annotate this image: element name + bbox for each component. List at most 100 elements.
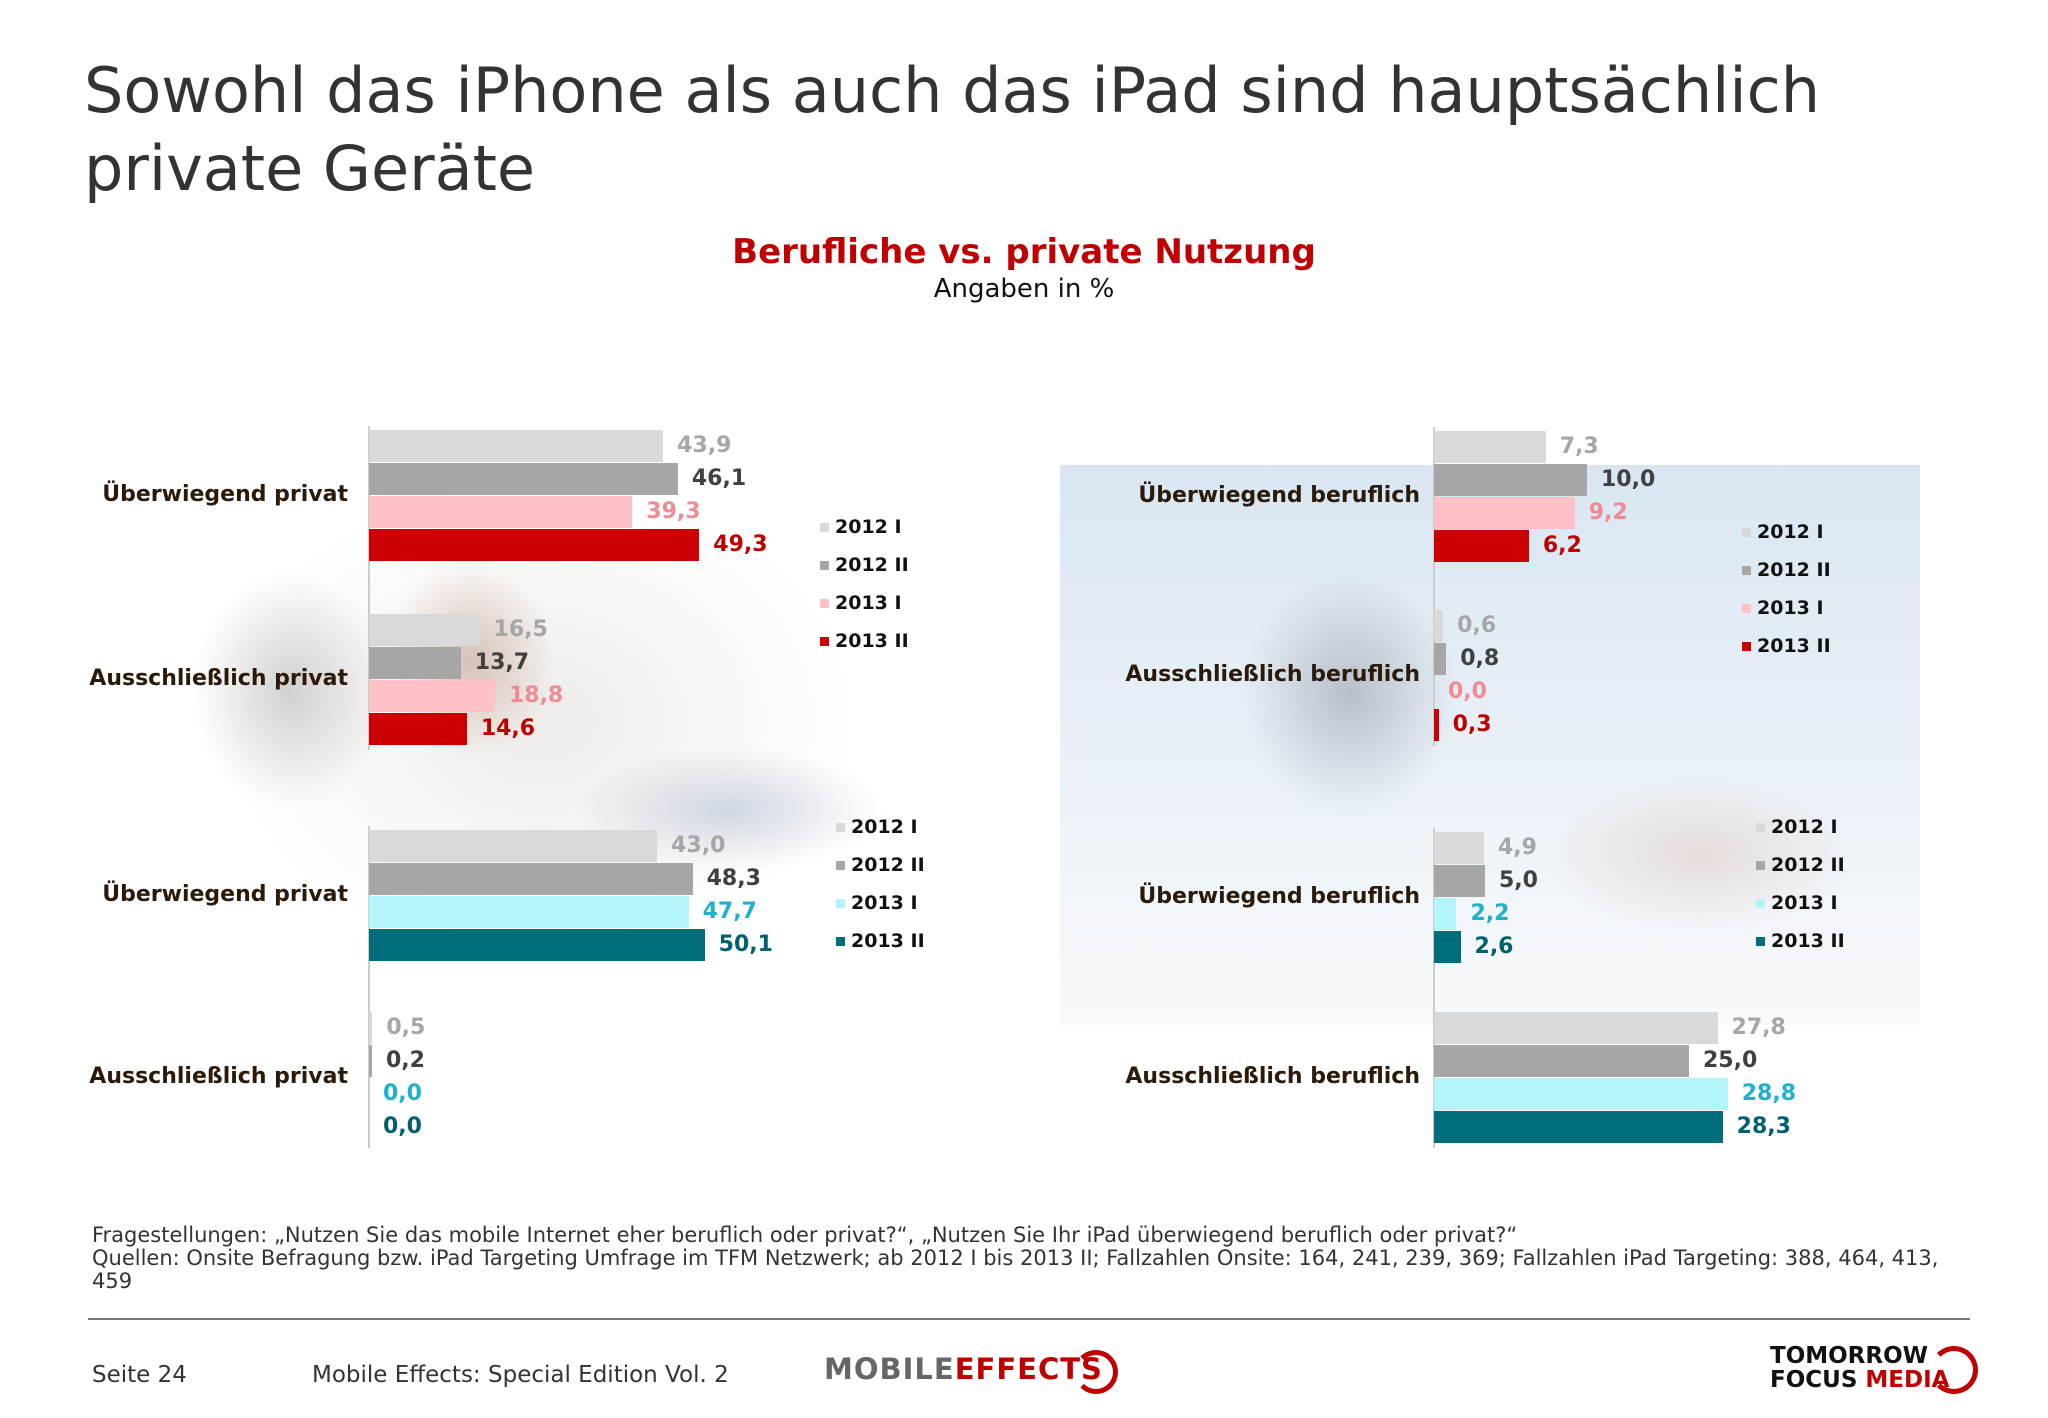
legend-item: 2013 I	[820, 584, 909, 622]
legend-label: 2012 II	[851, 854, 925, 876]
data-label: 0,0	[383, 1114, 422, 1139]
data-label: 49,3	[713, 532, 768, 557]
data-label: 50,1	[718, 932, 773, 957]
data-label: 5,0	[1499, 868, 1538, 893]
data-label: 28,3	[1736, 1114, 1791, 1139]
data-label: 0,0	[383, 1081, 422, 1106]
bar	[1434, 1045, 1689, 1077]
data-label: 0,8	[1460, 646, 1500, 671]
data-label: 7,3	[1559, 434, 1599, 459]
data-label: 0,2	[386, 1048, 425, 1073]
bar	[1434, 898, 1457, 930]
bar	[1434, 865, 1485, 897]
bar	[369, 680, 495, 712]
axis-line	[1433, 427, 1435, 746]
legend-label: 2012 II	[835, 554, 909, 576]
legend-item: 2013 II	[820, 622, 909, 660]
data-label: 4,9	[1497, 835, 1537, 860]
legend-label: 2012 II	[1771, 854, 1845, 876]
legend-swatch	[1756, 936, 1765, 946]
data-label: 16,5	[493, 617, 548, 642]
legend-item: 2012 I	[820, 508, 909, 546]
bar	[1434, 464, 1587, 496]
data-label: 18,8	[508, 683, 564, 708]
bar	[369, 863, 693, 895]
category-label: Ausschließlich privat	[89, 1064, 348, 1089]
tomorrow-focus-ring-icon	[1930, 1346, 1978, 1394]
bar	[1434, 1078, 1728, 1110]
publication-title: Mobile Effects: Special Edition Vol. 2	[312, 1362, 729, 1388]
footnote-sources: Quellen: Onsite Befragung bzw. iPad Targ…	[92, 1246, 1939, 1293]
footnote: Fragestellungen: „Nutzen Sie das mobile …	[92, 1224, 1972, 1293]
data-label: 27,8	[1731, 1015, 1786, 1040]
data-label: 6,2	[1542, 533, 1582, 558]
legend: 2012 I 2012 II 2013 I 2013 II	[1756, 808, 1845, 960]
data-label: 13,7	[474, 650, 530, 675]
axis-line	[368, 426, 370, 750]
legend-swatch	[1742, 565, 1751, 575]
page-title: Sowohl das iPhone als auch das iPad sind…	[84, 54, 1820, 205]
legend-item: 2013 II	[836, 922, 925, 960]
legend-item: 2012 II	[1742, 551, 1831, 589]
data-label: 0,3	[1452, 712, 1492, 737]
legend-item: 2013 II	[1756, 922, 1845, 960]
bar	[1434, 709, 1439, 741]
bar	[1434, 530, 1529, 562]
legend-item: 2013 I	[1756, 884, 1845, 922]
data-label: 43,9	[677, 433, 732, 458]
legend-swatch	[1756, 860, 1765, 870]
axis-line	[1433, 828, 1435, 1148]
category-label: Ausschließlich beruflich	[1125, 1064, 1420, 1089]
logo-focus-text: FOCUS	[1770, 1367, 1858, 1393]
data-label: 0,6	[1457, 613, 1497, 638]
axis-line	[368, 826, 370, 1148]
legend-item: 2012 II	[820, 546, 909, 584]
legend-label: 2013 I	[835, 592, 902, 614]
bar	[369, 929, 705, 961]
legend-label: 2013 II	[835, 630, 909, 652]
logo-mobile-text: MOBILE	[824, 1352, 955, 1386]
data-label: 46,1	[691, 466, 747, 491]
legend-swatch	[1756, 898, 1765, 908]
legend-item: 2012 I	[1742, 513, 1831, 551]
bar	[1434, 610, 1444, 642]
legend-label: 2013 II	[1771, 930, 1845, 952]
legend-swatch	[1742, 527, 1751, 537]
data-label: 9,2	[1588, 500, 1628, 525]
category-label: Überwiegend beruflich	[1138, 884, 1420, 909]
footnote-questions: Fragestellungen: „Nutzen Sie das mobile …	[92, 1223, 1518, 1247]
data-label: 25,0	[1703, 1048, 1758, 1073]
page-number: Seite 24	[92, 1362, 187, 1388]
legend-swatch	[1742, 603, 1751, 613]
data-label: 2,2	[1470, 901, 1510, 926]
category-label: Überwiegend privat	[102, 482, 348, 507]
data-label: 28,8	[1741, 1081, 1797, 1106]
data-label: 0,5	[386, 1015, 426, 1040]
bar	[1434, 497, 1575, 529]
legend-item: 2012 I	[836, 808, 925, 846]
legend-item: 2012 II	[1756, 846, 1845, 884]
legend-label: 2013 I	[1757, 597, 1824, 619]
legend-swatch	[820, 598, 829, 608]
bar	[369, 463, 678, 495]
legend-swatch	[820, 636, 829, 646]
bar	[369, 1012, 373, 1044]
bar	[369, 529, 700, 561]
legend-label: 2013 I	[851, 892, 918, 914]
legend-label: 2013 I	[1771, 892, 1838, 914]
legend-swatch	[1756, 822, 1765, 832]
legend-label: 2013 II	[851, 930, 925, 952]
mobile-effects-ring-icon	[1074, 1350, 1118, 1394]
bar	[1434, 931, 1461, 963]
bar	[369, 830, 658, 862]
data-label: 2,6	[1474, 934, 1514, 959]
legend-label: 2012 I	[1771, 816, 1838, 838]
tomorrow-focus-media-logo: TOMORROW FOCUS MEDIA	[1770, 1344, 1949, 1392]
category-label: Überwiegend beruflich	[1138, 483, 1420, 508]
legend-label: 2012 II	[1757, 559, 1831, 581]
data-label: 14,6	[480, 716, 536, 741]
legend-swatch	[836, 822, 845, 832]
category-label: Überwiegend privat	[102, 882, 348, 907]
legend-label: 2012 I	[835, 516, 902, 538]
bar	[1434, 643, 1447, 675]
